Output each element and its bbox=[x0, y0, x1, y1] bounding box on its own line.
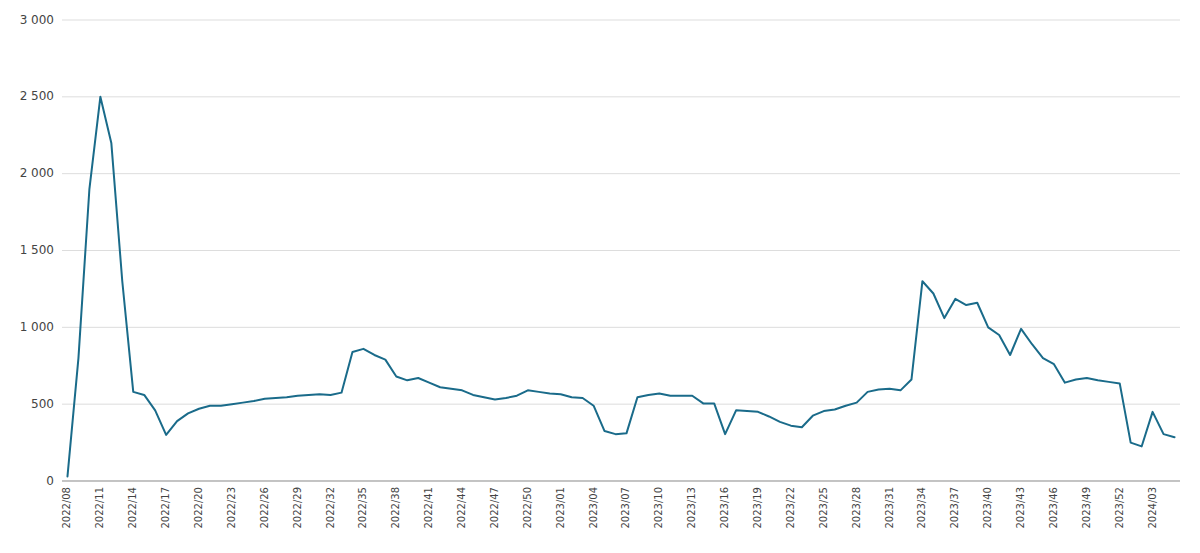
y-tick-label: 3 000 bbox=[20, 13, 54, 27]
x-tick-label: 2023/01 bbox=[555, 487, 566, 529]
grid-line bbox=[62, 173, 1180, 174]
x-tick-label: 2023/13 bbox=[686, 487, 697, 529]
y-tick-label: 1 500 bbox=[20, 243, 54, 257]
grid-line bbox=[62, 327, 1180, 328]
x-tick-label: 2023/46 bbox=[1048, 487, 1059, 529]
x-tick-label: 2022/14 bbox=[127, 487, 138, 529]
y-tick-label: 1 000 bbox=[20, 320, 54, 334]
x-axis-line bbox=[62, 481, 1180, 482]
line bbox=[67, 97, 1174, 477]
background bbox=[0, 0, 1200, 553]
grid-line bbox=[62, 20, 1180, 21]
x-tick-label: 2023/52 bbox=[1114, 487, 1125, 529]
plot-area bbox=[67, 97, 1174, 477]
x-tick-label: 2023/31 bbox=[884, 487, 895, 529]
x-tick-label: 2024/03 bbox=[1147, 487, 1158, 529]
grid-line bbox=[62, 250, 1180, 251]
x-tick-label: 2023/37 bbox=[949, 487, 960, 529]
x-tick-label: 2023/34 bbox=[916, 487, 927, 529]
x-tick-label: 2022/20 bbox=[193, 487, 204, 529]
x-tick-label: 2022/38 bbox=[390, 487, 401, 529]
x-tick-label: 2023/43 bbox=[1015, 487, 1026, 529]
x-tick-label: 2022/23 bbox=[226, 487, 237, 529]
y-tick-label: 2 500 bbox=[20, 89, 54, 103]
x-axis: 2022/08 2022/11 2022/14 2022/17 2022/20 2022/… bbox=[61, 487, 1157, 529]
x-tick-label: 2022/29 bbox=[292, 487, 303, 529]
x-tick-label: 2023/19 bbox=[752, 487, 763, 529]
grid-line bbox=[62, 481, 1180, 482]
x-tick-label: 2023/10 bbox=[653, 487, 664, 529]
x-tick-label: 2023/49 bbox=[1081, 487, 1092, 529]
x-tick-label: 2023/28 bbox=[851, 487, 862, 529]
x-tick-label: 2023/22 bbox=[785, 487, 796, 529]
y-tick-label: 2 000 bbox=[20, 166, 54, 180]
x-tick-label: 2022/50 bbox=[522, 487, 533, 529]
x-tick-label: 2022/32 bbox=[325, 487, 336, 529]
x-tick-label: 2023/07 bbox=[620, 487, 631, 529]
x-tick-label: 2022/47 bbox=[489, 487, 500, 529]
x-tick-label: 2023/40 bbox=[982, 487, 993, 529]
x-tick-label: 2022/26 bbox=[259, 487, 270, 529]
x-tick-label: 2022/08 bbox=[61, 487, 72, 529]
x-tick-label: 2023/25 bbox=[818, 487, 829, 529]
grid-line bbox=[62, 96, 1180, 97]
chart: 05001 0001 5002 0002 5003 0002022/082022… bbox=[0, 0, 1200, 553]
y-tick-label: 500 bbox=[31, 397, 54, 411]
x-tick-label: 2022/41 bbox=[423, 487, 434, 529]
x-tick-label: 2023/04 bbox=[588, 487, 599, 529]
y-tick-label: 0 bbox=[46, 474, 54, 488]
x-tick-label: 2023/16 bbox=[719, 487, 730, 529]
x-tick-label: 2022/11 bbox=[94, 487, 105, 529]
y-axis: 0 500 1 000 1 500 2 000 2 500 3 000 bbox=[20, 13, 1180, 488]
x-tick-label: 2022/44 bbox=[456, 487, 467, 529]
x-tick-label: 2022/35 bbox=[357, 487, 368, 529]
x-tick-label: 2022/17 bbox=[160, 487, 171, 529]
